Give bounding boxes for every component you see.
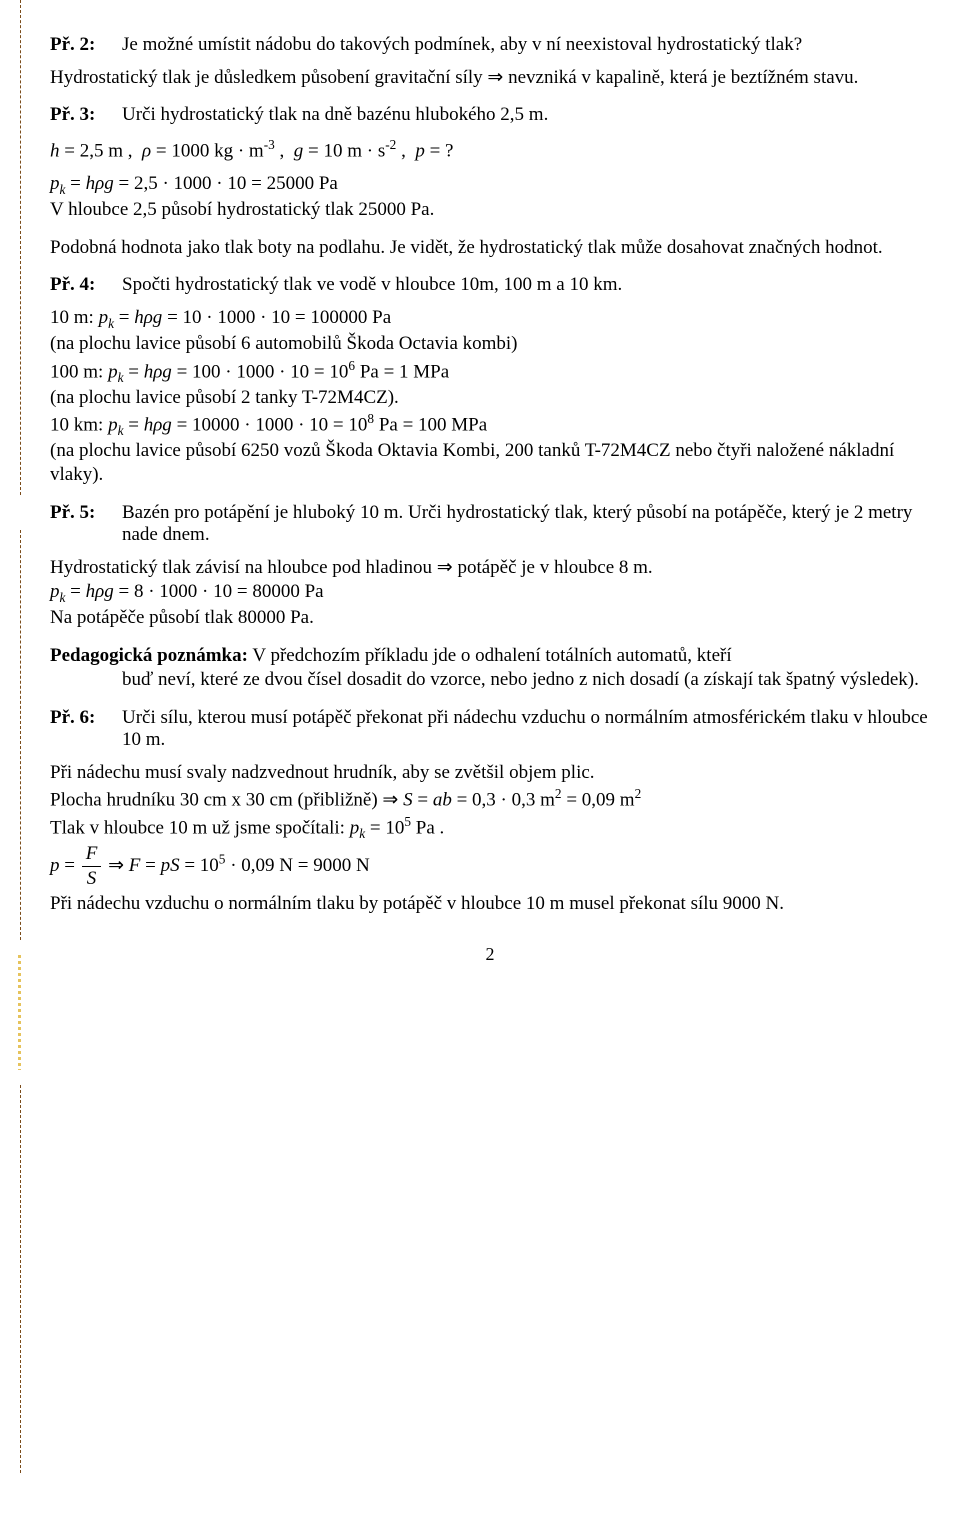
- result-text: V hloubce 2,5 působí hydrostatický tlak …: [50, 199, 434, 220]
- rail-segment: [20, 1085, 22, 1473]
- example-label: Př. 4:: [50, 274, 122, 296]
- line: Při nádechu musí svaly nadzvednout hrudn…: [50, 762, 595, 783]
- example-text: Spočti hydrostatický tlak ve vodě v hlou…: [122, 274, 930, 296]
- given-values: h = 2,5 m , ρ = 1000 kg · m-3 , g = 10 m…: [50, 136, 930, 164]
- note: Podobná hodnota jako tlak boty na podlah…: [50, 236, 930, 260]
- pedagogical-note: Pedagogická poznámka: V předchozím příkl…: [50, 644, 930, 693]
- example-text: Urči hydrostatický tlak na dně bazénu hl…: [122, 104, 930, 126]
- page-number: 2: [50, 944, 930, 965]
- line-prefix: Tlak v hloubce 10 m už jsme spočítali:: [50, 817, 350, 838]
- pedag-cont: buď neví, které ze dvou čísel dosadit do…: [122, 668, 930, 692]
- example-4: Př. 4: Spočti hydrostatický tlak ve vodě…: [50, 274, 930, 296]
- note: (na plochu lavice působí 6250 vozů Škoda…: [50, 440, 894, 485]
- example-label: Př. 5:: [50, 502, 122, 524]
- example-label: Př. 6:: [50, 707, 122, 729]
- example-label: Př. 2:: [50, 34, 122, 56]
- result-text: Na potápěče působí tlak 80000 Pa.: [50, 607, 314, 628]
- equation-fraction: p = F S ⇒ F = pS = 105 · 0,09 N = 9000 N: [50, 855, 370, 876]
- example-text: Bazén pro potápění je hluboký 10 m. Urči…: [122, 502, 930, 546]
- note: (na plochu lavice působí 2 tanky T-72M4C…: [50, 387, 399, 408]
- math-g: g: [294, 141, 304, 162]
- note: (na plochu lavice působí 6 automobilů Šk…: [50, 333, 518, 354]
- prefix: 10 km:: [50, 414, 108, 435]
- ex6-working: Při nádechu musí svaly nadzvednout hrudn…: [50, 761, 930, 916]
- line: Hydrostatický tlak závisí na hloubce pod…: [50, 557, 653, 578]
- prefix: 100 m:: [50, 361, 108, 382]
- rail-segment-highlight: [18, 955, 21, 1070]
- pedag-label: Pedagogická poznámka:: [50, 645, 248, 666]
- example-5: Př. 5: Bazén pro potápění je hluboký 10 …: [50, 502, 930, 546]
- example-3: Př. 3: Urči hydrostatický tlak na dně ba…: [50, 104, 930, 126]
- pedag-text: V předchozím příkladu jde o odhalení tot…: [248, 645, 732, 666]
- result-text: Při nádechu vzduchu o normálním tlaku by…: [50, 893, 784, 914]
- math-rho: ρ: [142, 141, 151, 162]
- example-text: Urči sílu, kterou musí potápěč překonat …: [122, 707, 930, 751]
- calc-10m: 10 m: pk = hρg = 10 · 1000 · 10 = 100000…: [50, 306, 930, 487]
- math-p: p: [415, 141, 425, 162]
- ex5-working: Hydrostatický tlak závisí na hloubce pod…: [50, 556, 930, 630]
- document-page: Př. 2: Je možné umístit nádobu do takový…: [0, 0, 960, 1533]
- rail-segment: [20, 0, 22, 495]
- rail-segment: [20, 530, 22, 940]
- example-2: Př. 2: Je možné umístit nádobu do takový…: [50, 34, 930, 56]
- example-6: Př. 6: Urči sílu, kterou musí potápěč př…: [50, 707, 930, 751]
- prefix: 10 m:: [50, 307, 99, 328]
- paragraph: Hydrostatický tlak je důsledkem působení…: [50, 66, 930, 90]
- left-margin-rail: [18, 0, 36, 1533]
- equation: pk = hρg = 2,5 · 1000 · 10 = 25000 Pa V …: [50, 172, 930, 222]
- line-prefix: Plocha hrudníku 30 cm x 30 cm (přibližně…: [50, 789, 403, 810]
- math-h: h: [50, 141, 60, 162]
- example-text: Je možné umístit nádobu do takových podm…: [122, 34, 930, 56]
- example-label: Př. 3:: [50, 104, 122, 126]
